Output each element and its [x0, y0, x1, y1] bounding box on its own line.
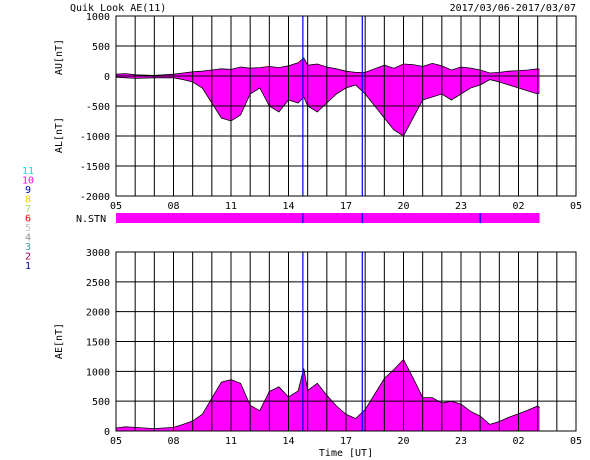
station-legend-item: 11: [22, 166, 34, 177]
x-tick-label: 02: [512, 201, 524, 212]
y-tick-label: -500: [86, 102, 110, 113]
x-tick-label: 08: [167, 436, 179, 447]
x-tick-label: 17: [340, 436, 352, 447]
x-tick-label: 05: [570, 436, 582, 447]
station-count-panel: N.STN: [76, 213, 540, 225]
station-legend-item: 10: [22, 176, 34, 187]
al-axis-label: AL[nT]: [54, 117, 65, 153]
x-tick-label: 23: [455, 201, 467, 212]
x-tick-label: 02: [512, 436, 524, 447]
ae-axis-label: AE[nT]: [54, 323, 65, 359]
nstn-label: N.STN: [76, 214, 106, 225]
station-legend-item: 6: [25, 214, 31, 225]
y-tick-label: 3000: [86, 248, 110, 259]
ae-line: [115, 358, 540, 430]
x-tick-label: 11: [225, 436, 237, 447]
al-area: [116, 76, 540, 136]
station-legend-item: 8: [25, 195, 31, 206]
x-tick-label: 05: [110, 436, 122, 447]
date-range: 2017/03/06-2017/03/07: [450, 3, 576, 14]
x-tick-label: 08: [167, 201, 179, 212]
au-axis-label: AU[nT]: [54, 39, 65, 75]
y-tick-label: -1000: [80, 132, 110, 143]
y-tick-label: 2500: [86, 278, 110, 289]
chart-title: Quik Look AE(11): [70, 3, 166, 14]
x-tick-label: 14: [282, 436, 294, 447]
x-tick-label: 20: [397, 201, 409, 212]
x-tick-label: 05: [110, 201, 122, 212]
station-legend-item: 4: [25, 233, 31, 244]
x-tick-label: 14: [282, 201, 294, 212]
x-tick-label: 11: [225, 201, 237, 212]
station-legend-item: 9: [25, 185, 31, 196]
x-tick-label: 20: [397, 436, 409, 447]
x-axis-title: Time [UT]: [319, 448, 373, 459]
ae-area: [116, 359, 540, 431]
al-line: [115, 76, 540, 137]
station-legend-item: 1: [25, 261, 31, 272]
station-legend-item: 5: [25, 223, 31, 234]
y-tick-label: 0: [104, 427, 110, 438]
au-area: [116, 58, 540, 76]
y-tick-label: 1500: [86, 338, 110, 349]
x-tick-label: 17: [340, 201, 352, 212]
y-tick-label: 500: [92, 42, 110, 53]
y-tick-label: 500: [92, 397, 110, 408]
nstn-bar: [116, 213, 540, 223]
y-tick-label: 0: [104, 72, 110, 83]
x-tick-label: 05: [570, 201, 582, 212]
plot-frame: [115, 251, 577, 432]
station-legend-item: 2: [25, 252, 31, 263]
y-tick-label: 1000: [86, 12, 110, 23]
y-tick-label: -1500: [80, 162, 110, 173]
station-legend-item: 3: [25, 242, 31, 253]
station-legend-item: 7: [25, 204, 31, 215]
plot-frame: [115, 15, 577, 197]
x-tick-label: 23: [455, 436, 467, 447]
y-tick-label: 2000: [86, 308, 110, 319]
y-tick-label: -2000: [80, 192, 110, 203]
au-line: [115, 57, 540, 76]
y-tick-label: 1000: [86, 367, 110, 378]
